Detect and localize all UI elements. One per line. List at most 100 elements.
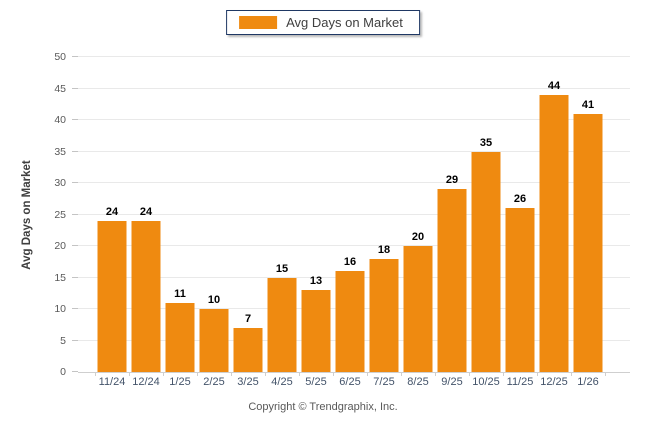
- bar-value-label: 41: [581, 98, 595, 111]
- bar: [233, 327, 263, 372]
- y-axis-tickmark: [72, 56, 78, 57]
- bar-slot: 18: [367, 57, 401, 372]
- x-axis-label: 5/25: [305, 376, 327, 388]
- bar: [335, 271, 365, 372]
- y-axis-tickmark: [72, 276, 78, 278]
- bar-value-label: 24: [105, 205, 119, 218]
- bar: [301, 290, 331, 372]
- x-axis-tickmark: [435, 372, 436, 376]
- x-axis-tickmark: [231, 372, 232, 376]
- bar: [403, 246, 433, 372]
- bar: [539, 94, 569, 372]
- y-axis-label: 35: [54, 145, 66, 158]
- bar-value-label: 15: [275, 262, 289, 275]
- y-axis-tickmark: [72, 182, 78, 183]
- bar-value-label: 29: [445, 174, 459, 187]
- bar: [267, 277, 297, 372]
- bar-slot: 7: [231, 57, 265, 372]
- gridline: [78, 150, 630, 152]
- bar-slot: 15: [265, 57, 299, 372]
- legend: Avg Days on Market: [226, 10, 420, 35]
- copyright-text: Copyright © Trendgraphix, Inc.: [248, 401, 398, 413]
- x-axis-tickmark: [163, 372, 164, 376]
- x-axis-tickmark: [571, 372, 572, 376]
- bar: [437, 189, 467, 372]
- y-axis-tickmark: [72, 371, 78, 372]
- x-axis-tickmark: [265, 372, 266, 376]
- y-axis-tickmark: [72, 245, 78, 246]
- y-axis-tickmark: [72, 150, 78, 152]
- y-axis-tickmark: [72, 339, 78, 341]
- x-axis-label: 11/25: [506, 376, 534, 388]
- gridline: [78, 56, 630, 57]
- x-axis-tickmark: [401, 372, 402, 376]
- x-axis-label: 4/25: [271, 376, 293, 388]
- x-axis-tickmark: [95, 372, 96, 376]
- bar-slot: 16: [333, 57, 367, 372]
- bar-value-label: 44: [547, 79, 561, 92]
- x-axis-tickmark: [299, 372, 300, 376]
- x-axis-label: 8/25: [407, 376, 429, 388]
- bar: [505, 208, 535, 372]
- y-axis-tickmark: [72, 87, 78, 89]
- x-axis-tickmark: [537, 372, 538, 376]
- x-axis-label: 11/24: [98, 376, 126, 388]
- y-axis-label: 40: [54, 114, 66, 126]
- x-axis-label: 10/25: [472, 376, 500, 388]
- gridline: [78, 119, 630, 120]
- x-axis-label: 3/25: [237, 376, 259, 388]
- bar-value-label: 7: [244, 312, 252, 325]
- bar-slot: 20: [401, 57, 435, 372]
- bar-value-label: 35: [479, 136, 493, 149]
- x-axis-tickmark: [333, 372, 334, 376]
- bar-slot: 26: [503, 57, 537, 372]
- x-axis-label: 1/26: [577, 376, 599, 388]
- y-axis-tickmark: [72, 308, 78, 309]
- y-axis-label: 45: [54, 82, 66, 95]
- gridline: [78, 182, 630, 183]
- x-axis-label: 9/25: [441, 376, 463, 388]
- x-axis-label: 12/24: [132, 376, 160, 388]
- bar-slot: 24: [129, 57, 163, 372]
- x-axis-tick-labels: 11/24 12/24 1/25 2/25 3/25 4/25 5/25 6/25 7/25 8/…: [95, 376, 605, 388]
- bar-value-label: 18: [377, 243, 391, 256]
- y-axis-label: 15: [54, 271, 66, 284]
- gridline: [78, 245, 630, 246]
- bar-slot: 24: [95, 57, 129, 372]
- x-axis-label: 2/25: [203, 376, 225, 388]
- bar-slot: 29: [435, 57, 469, 372]
- x-axis-tickmark: [129, 372, 130, 376]
- bar-slot: 35: [469, 57, 503, 372]
- bars-container: 24 24 11 10 7 15 13 16 18 20 29 35 26 44 41: [95, 57, 606, 376]
- y-axis-label: 25: [54, 208, 66, 221]
- bar-slot: 44: [537, 57, 571, 372]
- plot-area: 24 24 11 10 7 15 13 16 18 20 29 35 26 44 41: [72, 56, 630, 376]
- y-axis-tickmark: [72, 119, 78, 120]
- x-axis-label: 1/25: [169, 376, 191, 388]
- gridline: [78, 87, 630, 89]
- bar: [471, 151, 501, 372]
- x-axis-tickmark: [503, 372, 504, 376]
- x-axis-tickmark: [469, 372, 470, 376]
- bar-value-label: 13: [309, 275, 323, 288]
- y-axis-label: 20: [54, 240, 66, 252]
- bar-value-label: 11: [174, 287, 186, 300]
- x-axis-tickmark: [605, 372, 606, 376]
- bar: [97, 220, 127, 372]
- bar: [369, 258, 399, 372]
- x-axis-tickmark: [197, 372, 198, 376]
- y-axis-label: 30: [54, 177, 66, 189]
- bar: [199, 309, 229, 372]
- y-axis-label: 10: [54, 303, 66, 315]
- y-axis-tickmark: [72, 213, 78, 215]
- bar: [131, 220, 161, 372]
- x-axis-label: 7/25: [373, 376, 395, 388]
- x-axis-label: 12/25: [540, 376, 568, 388]
- y-axis-label: 50: [54, 51, 66, 63]
- gridline: [78, 213, 630, 215]
- x-axis-label: 6/25: [339, 376, 361, 388]
- x-axis-tickmark: [367, 372, 368, 376]
- legend-label: Avg Days on Market: [286, 15, 403, 30]
- bar-value-label: 16: [343, 256, 357, 269]
